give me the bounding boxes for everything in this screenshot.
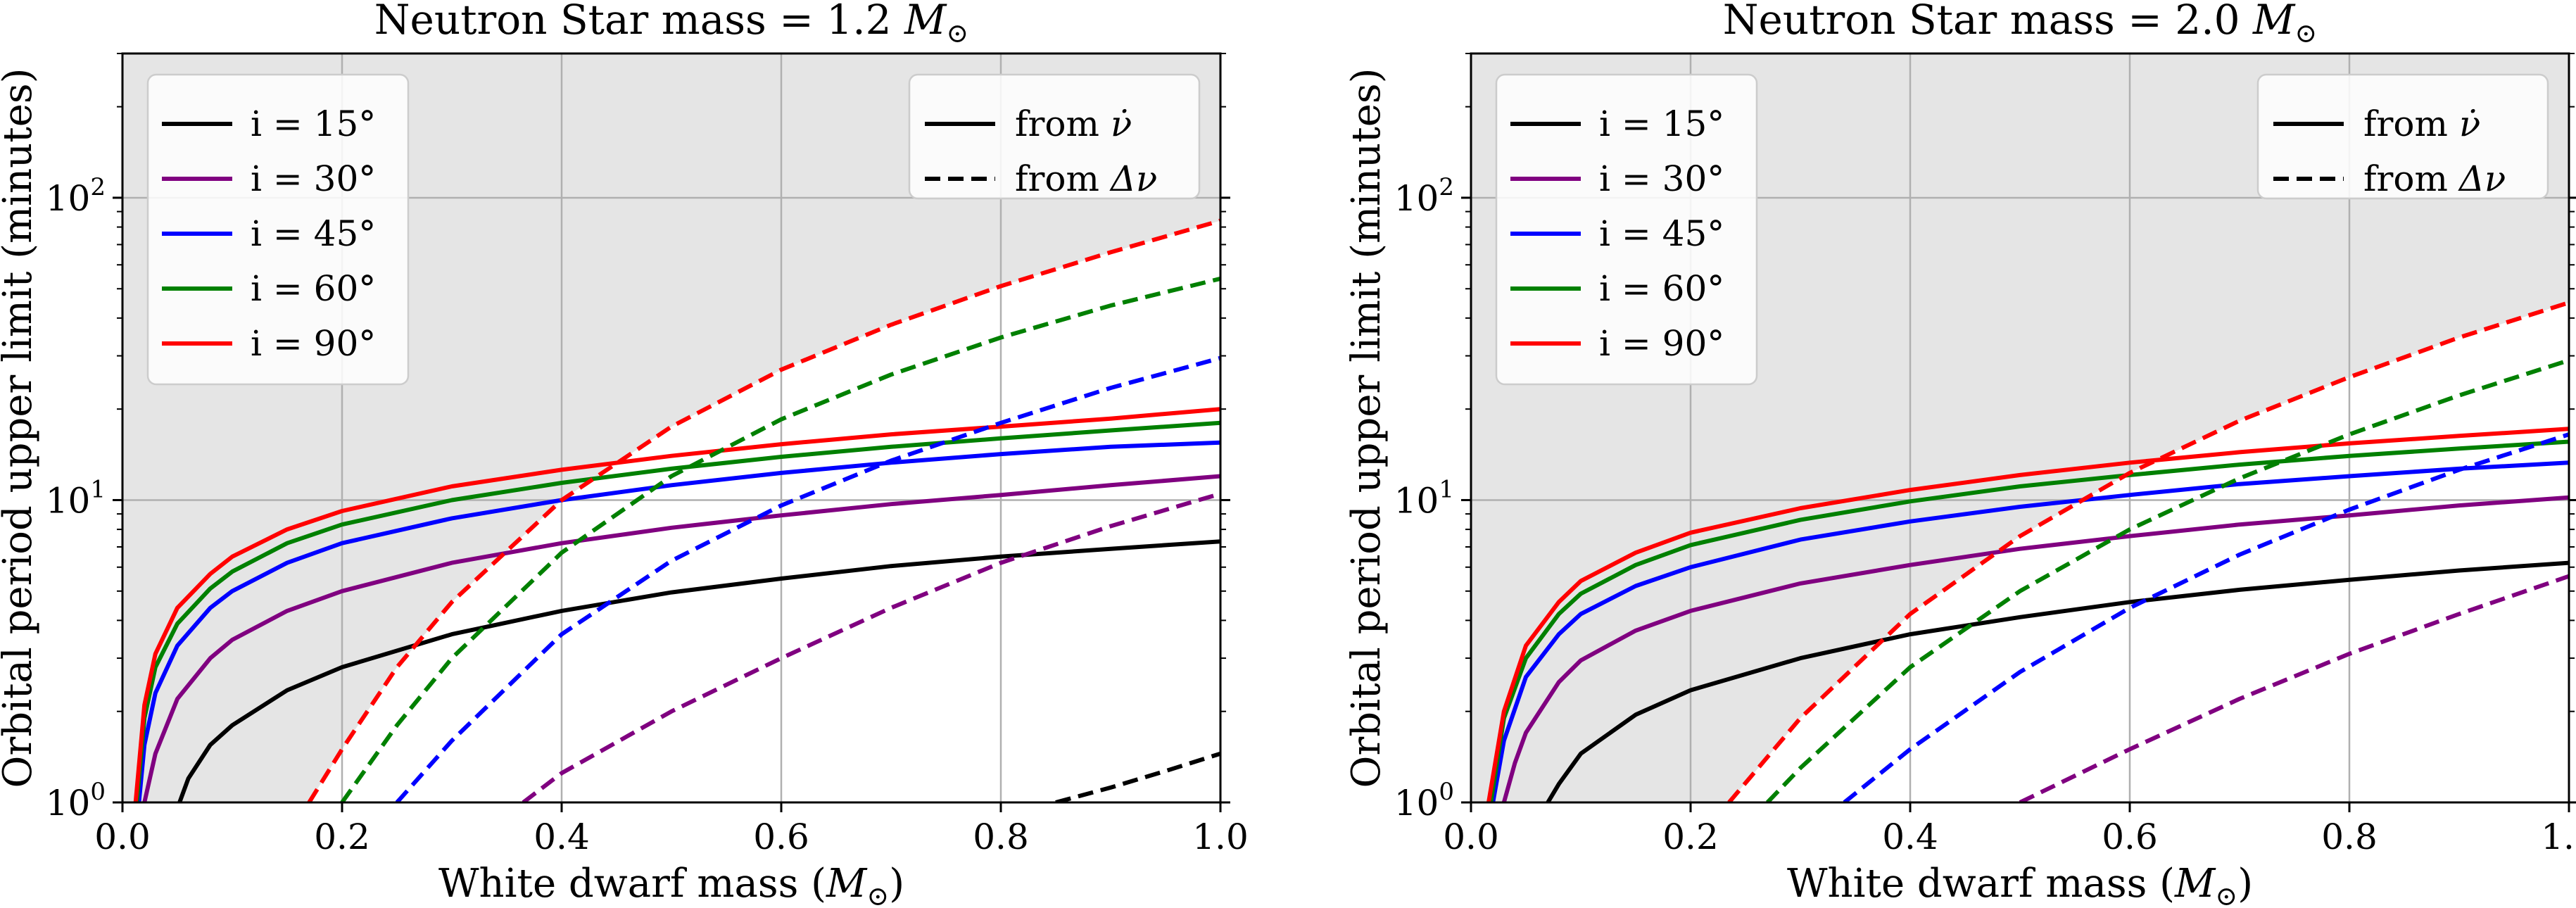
x-tick-label: 0.4 [1882, 816, 1938, 857]
legend-label: i = 90° [1599, 323, 1724, 364]
axes-frame [121, 52, 1222, 804]
series-line-nudot-90deg [133, 407, 1220, 802]
axes-frame [1470, 52, 2570, 804]
y-tick-label: 101 [46, 475, 106, 521]
legend-box [2256, 73, 2549, 200]
series-line-dnu-30deg [2019, 574, 2569, 802]
x-tick-label: 0.6 [2102, 816, 2158, 857]
legend-label: from ν̇ [1015, 103, 1132, 144]
legend-inclination: i = 15° i = 30° i = 45° i = 60° i = 90° [146, 73, 410, 386]
y-tick-label: 100 [1394, 778, 1454, 824]
x-tick-label: 0.2 [314, 816, 370, 857]
series-line-dnu-60deg [1766, 358, 2569, 802]
x-tick-label: 0.2 [1662, 816, 1719, 857]
panel-1: 0.0 0.2 0.4 0.6 0.8 1.0 100 101 102 Neutron Star … [0, 0, 1249, 908]
x-tick-label: 1.0 [1192, 816, 1249, 857]
x-tick-label: 1.0 [2541, 816, 2576, 857]
y-tick-label: 100 [46, 778, 106, 824]
y-axis-label: Orbital period upper limit (minutes) [1344, 68, 1389, 788]
y-tick-label: 102 [1394, 173, 1454, 219]
legend-label: i = 15° [1599, 103, 1724, 144]
legend-label: from Δν [2363, 158, 2506, 199]
series-line-nudot-45deg [137, 440, 1220, 802]
y-tick-label: 101 [1394, 475, 1454, 521]
panel-2: 0.0 0.2 0.4 0.6 0.8 1.0 100 101 102 Neutron Star … [1344, 0, 2576, 908]
legend-box [908, 73, 1201, 200]
series-line-nudot-60deg [1489, 439, 2569, 802]
series-line-nudot-60deg [134, 420, 1220, 802]
y-axis-label: Orbital period upper limit (minutes) [0, 68, 41, 788]
x-axis-label: White dwarf mass (M⊙) [438, 861, 904, 908]
x-tick-label: 0.0 [1443, 816, 1499, 857]
x-axis-label: White dwarf mass (M⊙) [1787, 861, 2253, 908]
legend-label: i = 30° [251, 158, 376, 199]
x-tick-label: 0.0 [94, 816, 151, 857]
series-line-dnu-15deg [1055, 751, 1220, 802]
series-line-nudot-30deg [1501, 495, 2569, 802]
series-line-nudot-15deg [1546, 560, 2569, 802]
series-line-dnu-45deg [395, 355, 1220, 802]
legend-label: i = 45° [251, 213, 376, 254]
x-tick-label: 0.8 [973, 816, 1029, 857]
legend-label: i = 45° [1599, 213, 1724, 254]
legend-source: from ν̇ from Δν [2256, 73, 2549, 200]
legend-box [146, 73, 410, 386]
x-tick-label: 0.4 [533, 816, 590, 857]
legend-label: i = 90° [251, 323, 376, 364]
legend-label: i = 30° [1599, 158, 1724, 199]
chart-title: Neutron Star mass = 2.0 M⊙ [1723, 0, 2317, 49]
series-line-nudot-45deg [1491, 460, 2569, 802]
series-line-dnu-90deg [1727, 301, 2569, 802]
x-tick-label: 0.8 [2321, 816, 2378, 857]
legend-box [1495, 73, 1758, 386]
series-line-nudot-90deg [1486, 427, 2569, 802]
series-line-dnu-60deg [340, 276, 1220, 802]
chart-title: Neutron Star mass = 1.2 M⊙ [374, 0, 968, 49]
legend-label: i = 60° [251, 268, 376, 309]
series-line-dnu-30deg [522, 491, 1220, 802]
y-tick-label: 102 [46, 173, 106, 219]
legend-inclination: i = 15° i = 30° i = 45° i = 60° i = 90° [1495, 73, 1758, 386]
series-line-nudot-15deg [177, 539, 1220, 802]
series-line-dnu-90deg [307, 218, 1220, 802]
legend-source: from ν̇ from Δν [908, 73, 1201, 200]
legend-label: i = 15° [251, 103, 376, 144]
x-tick-label: 0.6 [753, 816, 809, 857]
legend-label: from ν̇ [2363, 103, 2480, 144]
legend-label: from Δν [1015, 158, 1157, 199]
legend-label: i = 60° [1599, 268, 1724, 309]
series-line-nudot-30deg [142, 474, 1220, 802]
series-line-dnu-45deg [1843, 432, 2569, 802]
